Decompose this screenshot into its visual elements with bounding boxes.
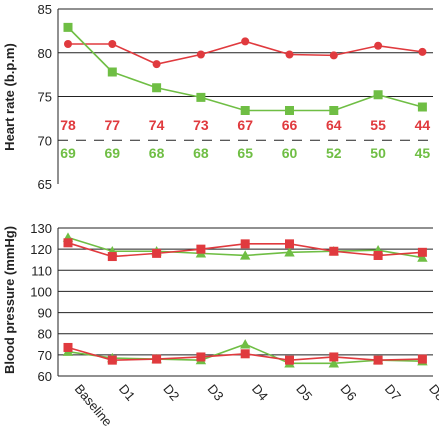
data-point bbox=[418, 47, 427, 56]
count-label: 77 bbox=[105, 117, 121, 133]
blood-pressure-axis-label: Blood pressure (mmHg) bbox=[2, 226, 17, 374]
count-label: 68 bbox=[193, 145, 209, 161]
data-point bbox=[328, 358, 339, 368]
data-point bbox=[373, 355, 383, 365]
data-point bbox=[240, 250, 251, 260]
data-point bbox=[285, 239, 294, 249]
data-point bbox=[417, 102, 427, 112]
data-point bbox=[240, 106, 250, 115]
count-label: 55 bbox=[370, 117, 386, 133]
data-point bbox=[374, 41, 383, 50]
data-point bbox=[241, 37, 250, 46]
data-point bbox=[63, 22, 73, 32]
y-tick-label: 100 bbox=[30, 284, 52, 299]
data-point bbox=[417, 247, 427, 257]
data-point bbox=[64, 40, 72, 48]
x-tick-label: D8 bbox=[426, 381, 439, 403]
data-point bbox=[240, 339, 251, 349]
y-tick-label: 80 bbox=[38, 46, 52, 61]
count-label: 68 bbox=[149, 145, 165, 161]
y-tick-label: 110 bbox=[31, 263, 52, 278]
count-label: 64 bbox=[326, 117, 342, 133]
count-label: 45 bbox=[415, 145, 431, 161]
y-tick-label: 85 bbox=[38, 2, 52, 17]
data-point bbox=[108, 40, 117, 48]
data-point bbox=[240, 239, 250, 249]
heart-rate-panel: 65 70 75 80 85 78 77 74 73 67 66 64 55 44 69 69 68 68 65 60… bbox=[38, 2, 433, 192]
data-point bbox=[107, 67, 117, 77]
data-point bbox=[329, 246, 339, 256]
y-tick-label: 70 bbox=[38, 348, 52, 363]
x-tick-label: D6 bbox=[338, 381, 360, 403]
data-point bbox=[329, 51, 338, 60]
data-point bbox=[284, 247, 295, 257]
x-axis-tick-labels: Baseline D1 D2 D3 D4 D5 D6 D7 D8 bbox=[72, 381, 439, 429]
x-tick-label: D3 bbox=[205, 381, 227, 403]
data-point bbox=[152, 83, 162, 93]
count-label: 44 bbox=[415, 117, 431, 133]
data-point bbox=[196, 50, 205, 59]
data-point bbox=[152, 354, 162, 364]
data-point bbox=[196, 92, 206, 102]
x-tick-label: D2 bbox=[160, 381, 182, 403]
data-point bbox=[152, 60, 161, 69]
count-label: 73 bbox=[193, 117, 209, 133]
y-tick-label: 130 bbox=[30, 221, 52, 236]
data-point bbox=[63, 238, 73, 248]
data-point bbox=[107, 355, 117, 365]
y-tick-label: 70 bbox=[38, 133, 52, 148]
count-label: 67 bbox=[237, 117, 253, 133]
data-point bbox=[63, 342, 73, 352]
data-point bbox=[152, 248, 162, 258]
y-tick-label: 80 bbox=[38, 327, 52, 342]
count-label: 74 bbox=[149, 117, 165, 133]
count-label: 69 bbox=[105, 145, 121, 161]
heart-rate-axis-label: Heart rate (b.p.m) bbox=[2, 43, 17, 151]
y-tick-label: 60 bbox=[38, 369, 52, 384]
count-label: 50 bbox=[370, 145, 386, 161]
count-label: 60 bbox=[282, 145, 298, 161]
data-point bbox=[417, 252, 428, 262]
x-tick-label: D5 bbox=[293, 381, 315, 403]
data-point bbox=[196, 352, 206, 362]
x-tick-label: D4 bbox=[249, 381, 271, 403]
data-point bbox=[417, 354, 427, 364]
data-point bbox=[285, 50, 294, 59]
data-point bbox=[329, 352, 339, 362]
data-point bbox=[285, 355, 294, 365]
x-tick-label: D7 bbox=[382, 381, 404, 403]
y-tick-label: 90 bbox=[38, 306, 52, 321]
x-tick-label: D1 bbox=[116, 381, 138, 403]
count-label: 66 bbox=[282, 117, 298, 133]
count-label: 69 bbox=[60, 145, 76, 161]
count-label: 65 bbox=[237, 145, 253, 161]
blood-pressure-panel: 60 70 80 90 100 110 120 130 bbox=[30, 221, 433, 384]
count-label: 52 bbox=[326, 145, 342, 161]
y-tick-label: 120 bbox=[30, 242, 52, 257]
data-point bbox=[196, 244, 206, 254]
x-tick-label: Baseline bbox=[72, 381, 116, 429]
data-point bbox=[329, 106, 339, 115]
y-tick-label: 65 bbox=[38, 177, 52, 192]
data-point bbox=[285, 106, 294, 115]
data-point bbox=[240, 349, 250, 359]
count-label: 78 bbox=[60, 117, 76, 133]
data-point bbox=[107, 252, 117, 262]
data-point bbox=[373, 90, 383, 100]
data-point bbox=[373, 250, 383, 260]
y-tick-label: 75 bbox=[38, 90, 52, 105]
